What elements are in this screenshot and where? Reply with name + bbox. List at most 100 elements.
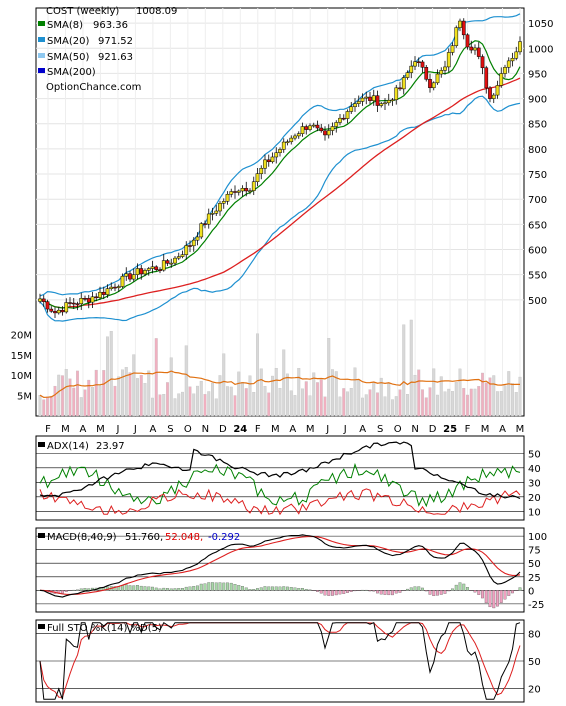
x-axis-label: F xyxy=(45,424,51,435)
volume-bar xyxy=(424,397,428,417)
price-legend: COST (weekly) 1008.09 SMA(8) 963.36 SMA(… xyxy=(38,6,177,93)
macd-histogram-bar xyxy=(507,590,511,596)
macd-histogram-bar xyxy=(229,582,233,591)
macd-histogram-bar xyxy=(151,586,154,591)
watermark: OptionChance.com xyxy=(46,82,141,93)
candle-body xyxy=(94,296,99,299)
x-axis-label: 24 xyxy=(233,424,247,435)
volume-bar xyxy=(207,391,211,417)
candle-body xyxy=(458,20,462,28)
volume-bar xyxy=(218,375,222,417)
candle-body xyxy=(326,130,331,136)
candle-body xyxy=(60,309,65,313)
candle-body xyxy=(398,87,402,90)
candle-body xyxy=(184,245,189,255)
volume-bar xyxy=(94,369,98,417)
volume-bar xyxy=(364,394,368,417)
volume-bar xyxy=(222,353,226,417)
volume-bar xyxy=(439,376,443,417)
volume-bar xyxy=(488,377,492,417)
volume-bar xyxy=(188,386,192,417)
sma8-legend-swatch xyxy=(38,21,45,26)
volume-bar xyxy=(229,386,233,417)
macd-histogram-bar xyxy=(451,588,454,591)
x-axis-label: A xyxy=(289,424,296,435)
sto-k-line xyxy=(39,621,521,700)
candle-body xyxy=(413,61,417,67)
macd-histogram-bar xyxy=(121,585,124,591)
candle-body xyxy=(311,124,316,127)
macd-histogram-bar xyxy=(398,590,402,593)
volume-bar xyxy=(368,389,372,417)
macd-histogram-bar xyxy=(379,590,383,595)
candle-body xyxy=(161,260,166,271)
x-axis-label: M xyxy=(271,424,280,435)
macd-histogram-bar xyxy=(454,584,458,591)
macd-histogram-bar xyxy=(357,590,361,591)
bollinger-lower-line xyxy=(39,95,521,322)
candle-body xyxy=(173,257,177,264)
candle-body xyxy=(394,87,399,101)
volume-bar xyxy=(38,395,42,417)
macd-histogram-bar xyxy=(496,590,499,607)
volume-bar xyxy=(192,393,196,417)
volume-bar xyxy=(173,398,177,417)
price-series xyxy=(38,13,522,322)
macd-histogram-bar xyxy=(282,586,286,591)
macd-histogram-bar xyxy=(136,585,139,591)
x-axis-label: J xyxy=(133,424,137,435)
candle-body xyxy=(383,102,387,105)
candle-body xyxy=(120,275,125,287)
candle-body xyxy=(150,266,155,269)
volume-bar xyxy=(237,371,241,417)
macd-histogram-bar xyxy=(256,588,259,591)
candle-body xyxy=(476,47,481,57)
candle-body xyxy=(431,82,436,89)
candle-body xyxy=(270,156,275,163)
volume-bar xyxy=(342,388,346,417)
candle-body xyxy=(79,298,84,305)
candle-body xyxy=(368,96,372,101)
macd-histogram-bar xyxy=(424,590,428,592)
candle-body xyxy=(131,274,136,280)
x-axis-label: M xyxy=(481,424,490,435)
volume-bar xyxy=(117,376,121,417)
candle-body xyxy=(218,203,222,212)
macd-histogram-bar xyxy=(154,587,158,591)
x-axis-label: J xyxy=(115,424,119,435)
indicator-tick-label: 20 xyxy=(528,493,541,504)
macd-histogram-bar xyxy=(87,588,91,591)
macd-histogram-bar xyxy=(477,590,481,595)
volume-bar xyxy=(304,381,308,417)
macd-histogram-bar xyxy=(308,589,312,591)
volume-bar xyxy=(98,385,102,417)
price-tick-label: 850 xyxy=(528,120,547,131)
candle-body xyxy=(338,117,342,123)
macd-histogram-bar xyxy=(473,590,477,593)
adx-value: 23.97 xyxy=(96,441,125,452)
volume-bar xyxy=(61,375,64,417)
x-axis-label: J xyxy=(325,424,329,435)
macd-histogram-bar xyxy=(327,590,331,596)
candle-body xyxy=(244,188,249,192)
candle-body xyxy=(180,254,185,257)
candle-body xyxy=(375,95,380,106)
x-axis-label: O xyxy=(184,424,192,435)
candle-body xyxy=(278,149,282,153)
candle-body xyxy=(143,270,147,275)
volume-bar xyxy=(458,368,462,417)
candle-body xyxy=(210,213,215,215)
macd-histogram-bar xyxy=(511,590,514,594)
volume-bar xyxy=(387,383,391,417)
indicator-tick-label: 10 xyxy=(528,507,541,518)
sma50-legend-swatch xyxy=(38,53,45,58)
candle-body xyxy=(165,260,170,264)
macd-histogram-bar xyxy=(162,587,166,591)
candle-body xyxy=(83,298,87,300)
macd-histogram-bar xyxy=(338,590,342,595)
volume-bar xyxy=(184,345,188,417)
sma200-legend-swatch xyxy=(38,68,45,73)
macd-histogram-bar xyxy=(76,589,79,591)
last-value: 1008.09 xyxy=(136,6,177,17)
macd-histogram-bar xyxy=(346,590,349,593)
